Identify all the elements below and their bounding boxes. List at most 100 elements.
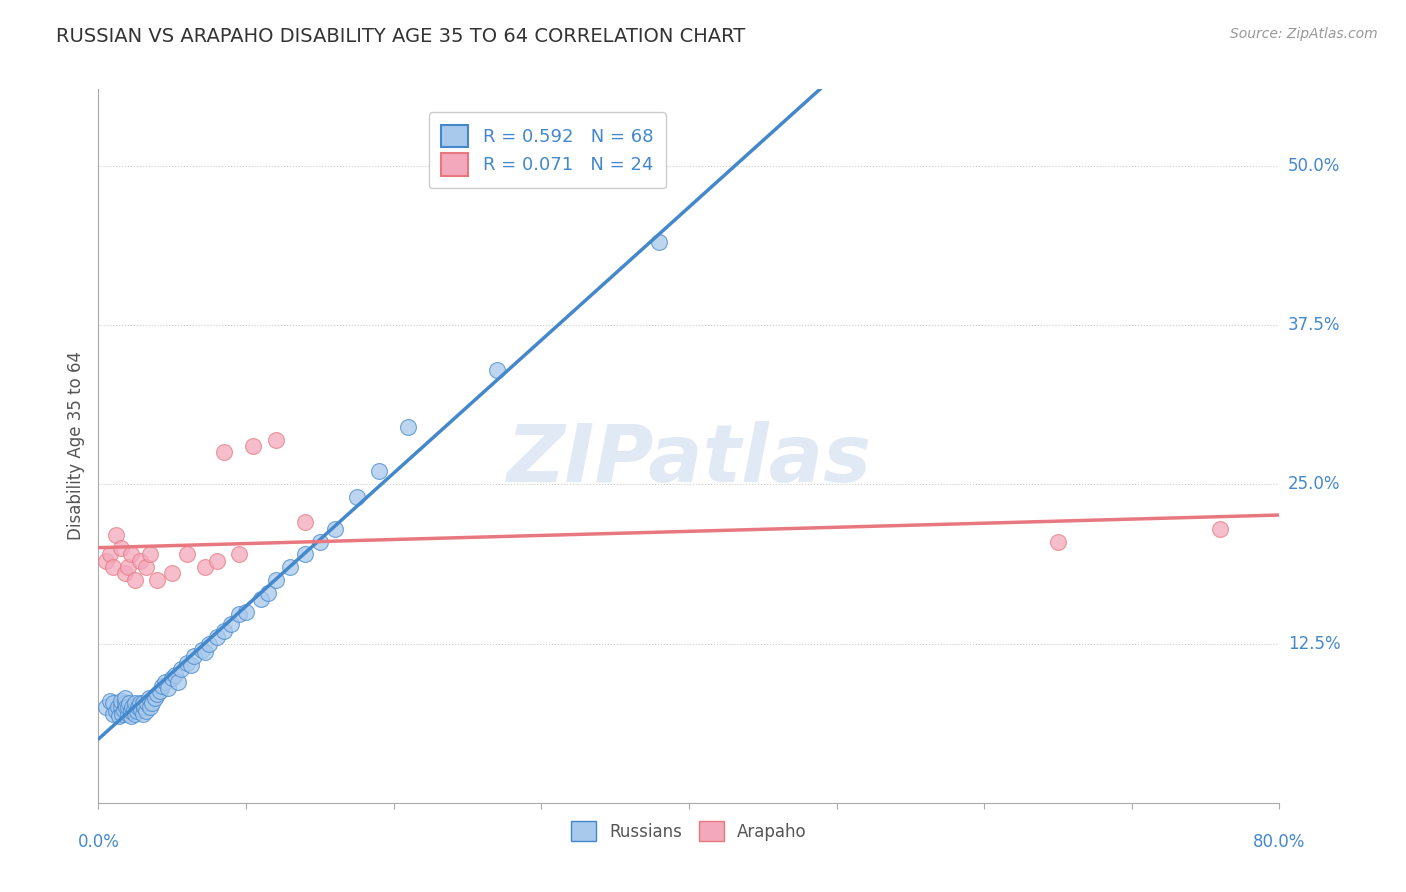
Point	[125, 704, 148, 718]
Point	[235, 605, 257, 619]
Text: 25.0%: 25.0%	[1288, 475, 1340, 493]
Point	[105, 528, 128, 542]
Point	[212, 624, 235, 638]
Point	[120, 547, 142, 561]
Point	[257, 585, 280, 599]
Point	[122, 703, 145, 717]
Point	[124, 706, 146, 721]
Point	[242, 439, 264, 453]
Point	[212, 445, 235, 459]
Point	[103, 560, 125, 574]
Point	[128, 554, 150, 568]
Point	[194, 560, 217, 574]
Point	[129, 703, 152, 717]
Text: RUSSIAN VS ARAPAHO DISABILITY AGE 35 TO 64 CORRELATION CHART: RUSSIAN VS ARAPAHO DISABILITY AGE 35 TO …	[56, 27, 745, 45]
Point	[117, 706, 139, 721]
Point	[162, 671, 183, 685]
Point	[176, 547, 198, 561]
Point	[114, 566, 136, 581]
Text: 37.5%: 37.5%	[1288, 316, 1340, 334]
Point	[98, 547, 121, 561]
Point	[112, 703, 135, 717]
Point	[149, 683, 172, 698]
Point	[103, 697, 125, 711]
Point	[150, 679, 173, 693]
Point	[228, 547, 250, 561]
Point	[105, 704, 128, 718]
Text: 12.5%: 12.5%	[1288, 634, 1340, 653]
Point	[94, 554, 117, 568]
Point	[120, 709, 142, 723]
Point	[127, 700, 149, 714]
Point	[110, 700, 132, 714]
Point	[115, 700, 138, 714]
Point	[176, 656, 198, 670]
Point	[146, 688, 169, 702]
Point	[294, 547, 316, 561]
Point	[153, 674, 176, 689]
Point	[156, 681, 179, 695]
Point	[141, 697, 163, 711]
Point	[228, 607, 250, 622]
Point	[368, 465, 391, 479]
Text: 50.0%: 50.0%	[1288, 157, 1340, 175]
Point	[121, 700, 143, 714]
Point	[111, 706, 134, 721]
Point	[1209, 522, 1232, 536]
Point	[194, 645, 217, 659]
Point	[110, 541, 132, 555]
Point	[191, 643, 214, 657]
Point	[114, 691, 136, 706]
Point	[98, 694, 121, 708]
Point	[294, 516, 316, 530]
Y-axis label: Disability Age 35 to 64: Disability Age 35 to 64	[66, 351, 84, 541]
Point	[94, 700, 117, 714]
Point	[136, 697, 159, 711]
Point	[135, 560, 157, 574]
Text: ZIPatlas: ZIPatlas	[506, 421, 872, 500]
Point	[264, 433, 287, 447]
Point	[221, 617, 243, 632]
Point	[309, 534, 332, 549]
Point	[117, 700, 139, 714]
Point	[180, 658, 202, 673]
Point	[323, 522, 346, 536]
Point	[135, 704, 157, 718]
Point	[398, 420, 420, 434]
Point	[198, 636, 221, 650]
Text: 0.0%: 0.0%	[77, 833, 120, 851]
Point	[205, 630, 228, 644]
Point	[128, 697, 150, 711]
Text: Source: ZipAtlas.com: Source: ZipAtlas.com	[1230, 27, 1378, 41]
Point	[143, 691, 166, 706]
Point	[108, 709, 131, 723]
Point	[117, 560, 139, 574]
Point	[139, 547, 162, 561]
Point	[165, 668, 187, 682]
Point	[264, 573, 287, 587]
Point	[183, 649, 205, 664]
Point	[1046, 534, 1070, 549]
Point	[138, 691, 160, 706]
Point	[139, 700, 162, 714]
Point	[103, 706, 125, 721]
Legend: Russians, Arapaho: Russians, Arapaho	[564, 814, 814, 848]
Point	[120, 704, 142, 718]
Point	[250, 591, 273, 606]
Point	[132, 697, 155, 711]
Point	[170, 662, 193, 676]
Point	[486, 362, 509, 376]
Point	[162, 566, 183, 581]
Text: 80.0%: 80.0%	[1253, 833, 1306, 851]
Point	[124, 573, 146, 587]
Point	[124, 697, 146, 711]
Point	[134, 700, 156, 714]
Point	[146, 573, 169, 587]
Point	[167, 674, 190, 689]
Point	[280, 560, 302, 574]
Point	[118, 697, 141, 711]
Point	[114, 697, 136, 711]
Point	[346, 490, 368, 504]
Point	[648, 235, 671, 249]
Point	[205, 554, 228, 568]
